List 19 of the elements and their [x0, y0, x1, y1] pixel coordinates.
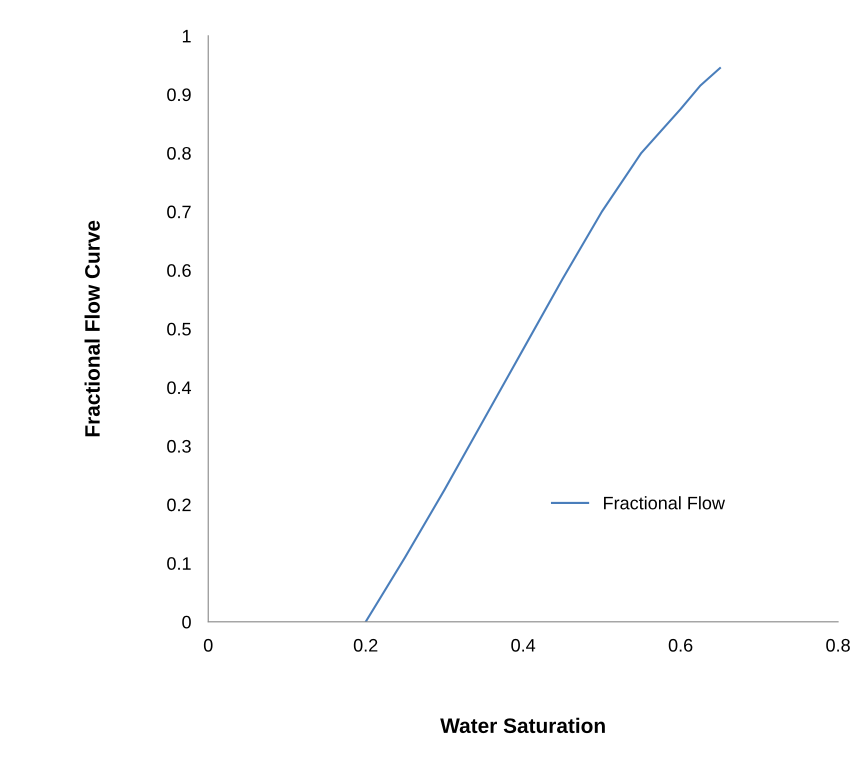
x-tick-label: 0.6	[668, 638, 692, 652]
y-tick-label: 0.5	[167, 322, 191, 336]
y-tick-label: 0.1	[167, 557, 191, 570]
y-tick-label: 0.8	[167, 146, 191, 160]
y-tick-label: 0.2	[167, 498, 191, 512]
y-tick-label: 1	[182, 30, 191, 42]
x-tick-label: 0.8	[826, 638, 850, 652]
x-tick-label: 0.4	[511, 638, 536, 652]
x-axis-title: Water Saturation	[440, 718, 605, 734]
x-tick-label: 0	[204, 638, 213, 652]
legend-label: Fractional Flow	[604, 496, 726, 510]
y-tick-label: 0.7	[167, 206, 191, 218]
x-tick-label: 0.2	[354, 638, 378, 652]
y-tick-label: 0	[182, 616, 191, 629]
y-tick-label: 0.4	[167, 381, 192, 394]
y-tick-label: 0.3	[167, 440, 191, 453]
y-tick-label: 0.9	[167, 88, 191, 102]
y-tick-label: 0.6	[167, 264, 191, 277]
y-axis-title: Fractional Flow Curve	[84, 220, 100, 436]
